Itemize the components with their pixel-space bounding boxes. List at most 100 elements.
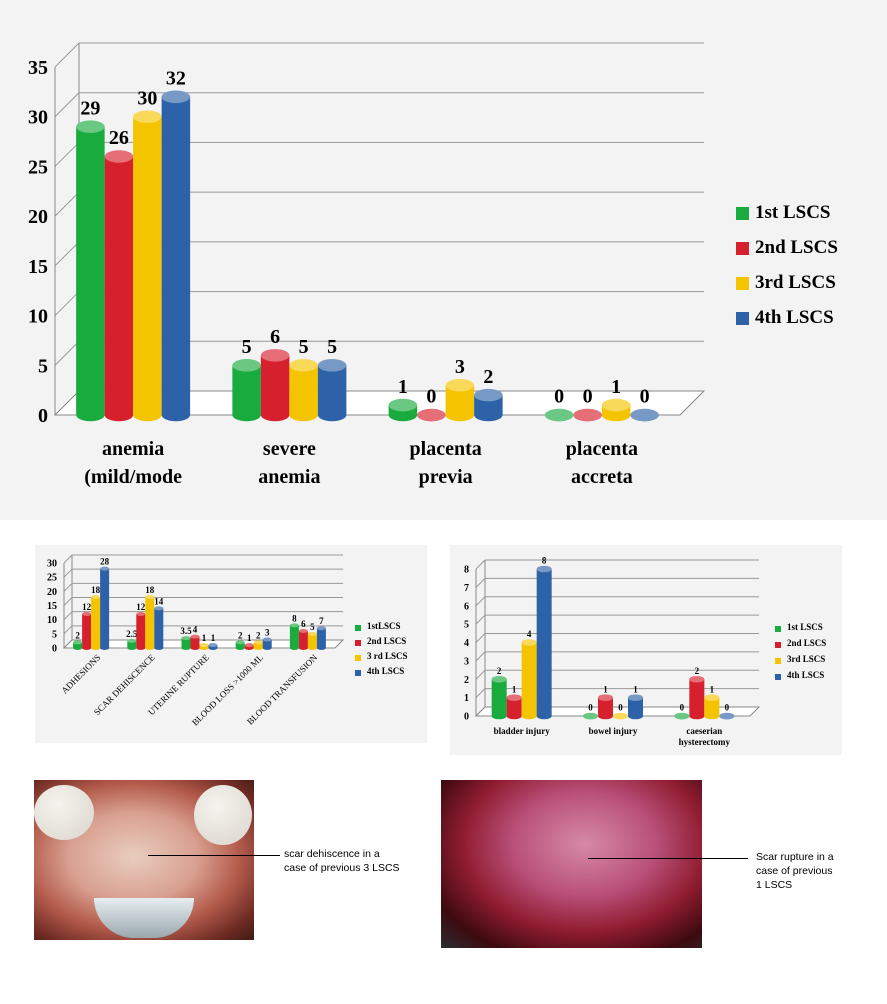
retractor-shape	[94, 898, 194, 938]
grid-line	[475, 633, 486, 643]
bar-body	[689, 679, 705, 720]
data-label: 2	[483, 366, 493, 388]
y-tick-label: 2	[464, 675, 469, 686]
photo-1-caption: scar dehiscence in a case of previous 3 …	[284, 848, 400, 874]
bar-2-2-2	[704, 694, 720, 720]
glove-shape	[34, 785, 94, 840]
bar-top	[445, 378, 475, 392]
data-label: 12	[82, 602, 92, 612]
bar-top	[583, 712, 598, 720]
grid-line	[475, 651, 486, 662]
bar-body	[536, 569, 552, 720]
data-label: 30	[137, 87, 157, 109]
bar-0-1-1	[260, 349, 290, 422]
bar-top	[136, 612, 146, 616]
y-tick-label: 20	[28, 206, 48, 228]
legend-label: 3 rd LSCS	[367, 651, 408, 661]
bar-0-2-2	[445, 378, 475, 422]
bar-body	[506, 697, 522, 720]
data-label: 2	[256, 630, 261, 640]
data-label: 0	[618, 703, 623, 713]
grid-line	[63, 582, 73, 592]
bar-body	[262, 639, 272, 650]
bar-body	[317, 365, 347, 422]
bar-1-1-3	[154, 606, 164, 650]
y-tick-label: 8	[464, 565, 469, 576]
x-tick-label: severe	[263, 438, 316, 460]
y-tick-label: 15	[47, 601, 57, 612]
legend-label: 4th LSCS	[755, 307, 834, 328]
bar-top	[190, 634, 200, 639]
bar-1-2-1	[190, 634, 200, 650]
bar-2-1-0	[583, 712, 598, 720]
bar-body	[316, 628, 326, 650]
x-tick-label: accreta	[571, 466, 633, 488]
bar-1-2-2	[199, 643, 209, 650]
bar-body	[82, 614, 92, 650]
grid-line	[54, 142, 80, 167]
legend-swatch	[355, 655, 361, 661]
bar-top	[133, 110, 162, 123]
y-tick-label: 5	[38, 355, 48, 377]
data-label: 1	[211, 633, 216, 643]
legend-swatch	[355, 670, 361, 676]
bar-top	[388, 398, 418, 412]
bar-top	[73, 640, 83, 645]
grid-line	[475, 596, 486, 607]
bar-body	[136, 614, 146, 650]
grid-line	[63, 597, 73, 606]
data-label: 8	[542, 556, 547, 566]
bar-top	[536, 565, 552, 573]
bar-2-0-1	[506, 694, 522, 720]
data-label: 3	[455, 356, 465, 378]
bar-body	[73, 642, 83, 650]
scar-dehiscence-photo	[34, 780, 254, 940]
data-label: 8	[292, 613, 297, 623]
data-label: 0	[725, 703, 730, 713]
glove-shape	[194, 785, 252, 845]
grid-line	[54, 291, 80, 316]
data-label: 0	[680, 703, 685, 713]
bar-2-2-1	[689, 675, 705, 720]
x-tick-label: bowel injury	[589, 726, 638, 736]
bar-top	[91, 595, 101, 599]
y-tick-label: 25	[28, 156, 48, 178]
bar-top	[689, 675, 705, 683]
bar-0-1-2	[289, 359, 318, 422]
data-label: 1	[710, 684, 715, 694]
chart-antenatal-complications: 0 5 10 15 20 25 30 35 29 26 30 32 anemia (mild/mode 5 6…	[0, 0, 887, 520]
x-tick-label: UTERINE RUPTURE	[146, 652, 211, 717]
bar-1-0-2	[91, 595, 101, 650]
bar-2-1-2	[613, 712, 628, 720]
bar-top	[598, 694, 613, 701]
bar-0-0-3	[161, 90, 191, 422]
data-label: 1	[611, 376, 621, 398]
data-label: 0	[640, 386, 650, 408]
x-tick-label: placenta	[410, 438, 482, 460]
bar-0-2-3	[474, 388, 503, 422]
grid-line	[63, 611, 73, 621]
bar-body	[91, 597, 101, 650]
bar-1-1-1	[136, 612, 146, 650]
y-tick-label: 4	[464, 638, 469, 649]
bar-top	[235, 640, 245, 645]
legend-label: 4th LSCS	[787, 670, 824, 680]
data-label: 18	[145, 585, 155, 595]
bar-1-3-1	[244, 643, 254, 650]
legend-label: 4th LSCS	[367, 666, 404, 676]
x-tick-label: hysterectomy	[679, 737, 731, 747]
bar-body	[190, 636, 200, 650]
bar-1-3-3	[262, 637, 272, 650]
bar-top	[208, 643, 218, 648]
grid-line	[54, 92, 80, 118]
bar-0-3-1	[573, 408, 602, 422]
bar-body	[232, 365, 261, 422]
bar-0-0-0	[76, 120, 105, 422]
grid-line	[475, 559, 486, 570]
bar-top	[628, 694, 643, 701]
y-tick-label: 20	[47, 587, 57, 598]
grid-line	[63, 568, 73, 578]
y-tick-label: 5	[52, 629, 57, 640]
grid-line	[63, 625, 73, 635]
x-tick-label: SCAR DEHISCENCE	[92, 652, 157, 717]
